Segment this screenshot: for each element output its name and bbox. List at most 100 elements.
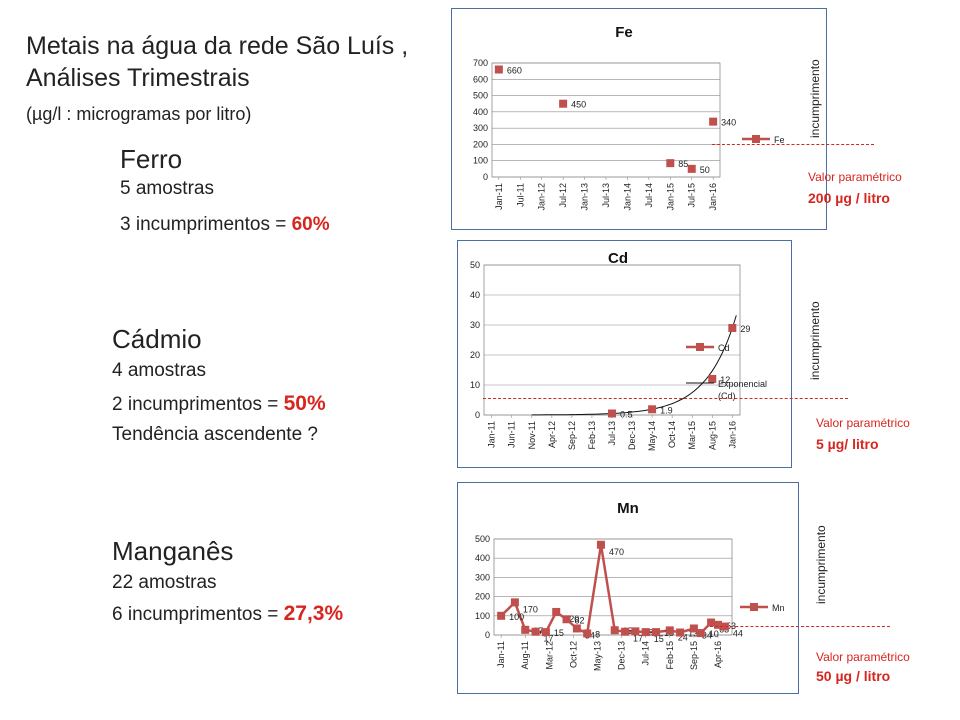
mn-data-label: 53	[726, 621, 736, 631]
mn-data-point	[541, 628, 550, 637]
cd-plot-area	[483, 264, 741, 416]
mn-y-tick-label: 200	[475, 592, 490, 602]
cd-x-tick-label: Jan-16	[727, 421, 737, 449]
fe-x-tick-label: Jul-13	[601, 183, 611, 208]
mn-data-point	[631, 627, 640, 636]
mn-y-tick-label: 500	[475, 534, 490, 544]
iron-heading: Ferro	[120, 144, 183, 174]
mn-data-point	[510, 598, 519, 607]
fe-x-tick-label: Jan-14	[622, 183, 632, 211]
mn-data-label: 13	[688, 629, 698, 639]
mn-data-label: 24	[678, 632, 688, 642]
mn-data-label: 120	[564, 614, 579, 624]
cd-x-tick-label: Mar-15	[687, 421, 697, 450]
cd-data-point	[728, 324, 737, 332]
mn-y-tick-label: 0	[485, 630, 490, 640]
cd-data-label: 1.9	[660, 405, 673, 415]
cd-param-label: Valor paramétrico	[816, 416, 910, 430]
cadmium-failures-text: 2 incumprimentos =	[112, 394, 279, 415]
fe-chart-title: Fe	[615, 24, 633, 41]
iron-failure-pct: 60%	[291, 214, 330, 235]
mn-data-point	[689, 624, 698, 633]
cd-y-tick-label: 0	[475, 410, 480, 420]
slide-subtitle: (µg/l : microgramas por litro)	[26, 104, 252, 124]
iron-failures: 3 incumprimentos = 60%	[120, 214, 330, 236]
mn-data-point	[583, 629, 592, 638]
fe-y-tick-label: 200	[473, 139, 488, 149]
mn-data-point	[696, 629, 705, 638]
mn-data-point	[572, 624, 581, 633]
cd-x-tick-label: Aug-15	[707, 421, 717, 450]
cadmium-failures: 2 incumprimentos = 50%	[112, 392, 326, 416]
cd-x-tick-label: Dec-13	[627, 421, 637, 450]
fe-x-tick-label: Jan-13	[580, 183, 590, 211]
manganese-failures: 6 incumprimentos = 27,3%	[112, 602, 343, 626]
slide-title: Metais na água da rede São Luís , Anális…	[26, 32, 409, 92]
fe-legend-label: Fe	[774, 135, 785, 145]
cd-param-value: 5 µg/ litro	[816, 436, 879, 452]
mn-data-label: 34	[702, 630, 712, 640]
cadmium-samples: 4 amostras	[112, 360, 206, 381]
fe-chart: Fe 0 100 200 300 400 500 600 700 Jan-11 Jul-11 Jan-…	[451, 8, 827, 230]
cd-x-tick-label: Apr-12	[547, 421, 557, 448]
mn-y-tick-label: 300	[475, 572, 490, 582]
cd-data-point	[648, 405, 657, 414]
mn-y-tick-label: 400	[475, 553, 490, 563]
cd-data-label: 0.5	[620, 410, 633, 420]
fe-x-tick-label: Jan-12	[537, 183, 547, 211]
mn-chart: Mn 0 100 200 300 400 500 Jan-11 Aug-11 Mar-12 Oct-…	[457, 482, 799, 694]
mn-data-point	[652, 628, 661, 637]
mn-param-label: Valor paramétrico	[816, 650, 910, 664]
mn-x-tick-label: Aug-11	[520, 641, 530, 669]
mn-x-tick-label: Mar-12	[544, 641, 554, 670]
mn-data-label: 470	[609, 547, 624, 557]
mn-y-tick-label: 100	[475, 611, 490, 621]
mn-data-point	[621, 627, 630, 636]
fe-x-tick-label: Jan-15	[665, 183, 675, 211]
fe-y-tick-label: 500	[473, 91, 488, 101]
mn-data-label: 8	[595, 629, 600, 639]
mn-data-point	[641, 628, 650, 637]
mn-data-point	[676, 628, 685, 637]
cd-y-tick-label: 50	[470, 260, 480, 270]
mn-chart-title: Mn	[617, 500, 639, 517]
fe-data-label: 450	[571, 100, 586, 110]
mn-legend-marker	[750, 603, 758, 611]
fe-exceed-label: incumprimento	[808, 59, 822, 138]
fe-data-label: 50	[700, 165, 710, 175]
mn-x-tick-label: May-13	[593, 641, 603, 671]
cd-x-tick-label: Sep-12	[567, 421, 577, 450]
fe-y-tick-label: 600	[473, 74, 488, 84]
cd-legend-label: (Cd)	[718, 391, 736, 401]
mn-data-label: 17	[544, 634, 554, 644]
cd-chart: Cd 0 10 20 30 40 50 Jan-11 Jun-11 Nov-11 Apr-12 Sep…	[457, 240, 792, 468]
iron-failures-text: 3 incumprimentos =	[120, 214, 287, 235]
cd-x-tick-label: Jun-11	[507, 421, 517, 448]
fe-y-tick-label: 300	[473, 123, 488, 133]
cd-y-tick-label: 30	[470, 320, 480, 330]
cd-data-point	[708, 375, 717, 383]
fe-x-tick-label: Jul-12	[558, 183, 568, 208]
mn-data-label: 44	[733, 629, 743, 639]
fe-x-tick-label: Jan-16	[708, 183, 718, 211]
mn-data-point	[665, 626, 674, 635]
mn-data-point	[521, 625, 530, 634]
fe-x-tick-label: Jul-15	[687, 183, 697, 208]
mn-data-label: 100	[509, 612, 524, 622]
fe-data-point	[494, 65, 503, 74]
cadmium-failure-pct: 50%	[283, 392, 326, 415]
fe-data-label: 660	[507, 66, 522, 76]
cd-exceed-label: incumprimento	[808, 301, 822, 380]
mn-data-label: 170	[523, 604, 538, 614]
mn-data-label: 17	[633, 634, 643, 644]
mn-x-tick-label: Jan-11	[496, 641, 506, 668]
mn-data-point	[497, 611, 506, 620]
mn-threshold-line	[710, 626, 890, 627]
manganese-heading: Manganês	[112, 536, 234, 566]
cd-chart-svg: Cd 0 10 20 30 40 50 Jan-11 Jun-11 Nov-11 Apr-12 Sep…	[470, 250, 767, 451]
mn-data-label: 15	[554, 628, 564, 638]
cd-x-tick-label: Feb-13	[587, 421, 597, 450]
cd-threshold-line	[483, 398, 848, 399]
fe-data-label: 340	[721, 118, 736, 128]
mn-data-point	[707, 618, 716, 627]
